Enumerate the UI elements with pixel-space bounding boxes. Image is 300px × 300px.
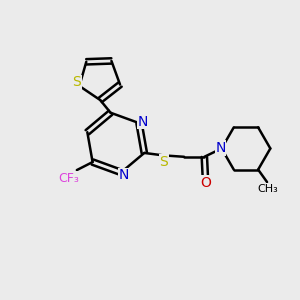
Text: N: N <box>215 141 226 155</box>
Text: N: N <box>137 115 148 129</box>
Text: S: S <box>73 75 81 89</box>
Text: S: S <box>159 155 168 169</box>
Text: N: N <box>118 168 129 182</box>
Text: O: O <box>200 176 211 190</box>
Text: CH₃: CH₃ <box>257 184 278 194</box>
Text: CF₃: CF₃ <box>58 172 79 185</box>
